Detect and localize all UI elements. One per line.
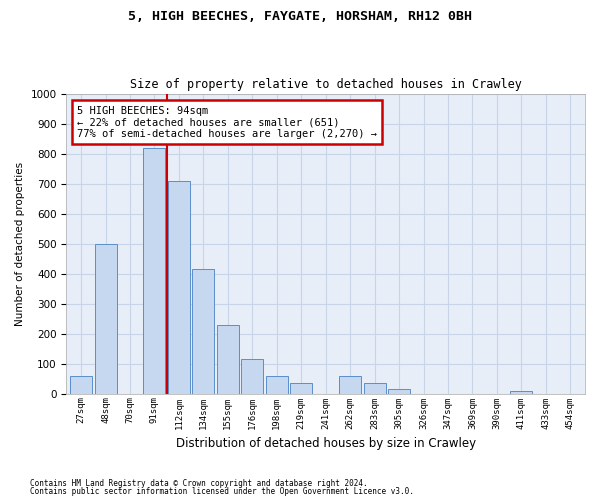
Text: 5 HIGH BEECHES: 94sqm
← 22% of detached houses are smaller (651)
77% of semi-det: 5 HIGH BEECHES: 94sqm ← 22% of detached … xyxy=(77,106,377,139)
Bar xyxy=(95,244,116,394)
Text: 5, HIGH BEECHES, FAYGATE, HORSHAM, RH12 0BH: 5, HIGH BEECHES, FAYGATE, HORSHAM, RH12 … xyxy=(128,10,472,23)
Y-axis label: Number of detached properties: Number of detached properties xyxy=(15,162,25,326)
Bar xyxy=(290,383,312,394)
Bar xyxy=(339,376,361,394)
Bar xyxy=(193,269,214,394)
Text: Contains public sector information licensed under the Open Government Licence v3: Contains public sector information licen… xyxy=(30,487,414,496)
X-axis label: Distribution of detached houses by size in Crawley: Distribution of detached houses by size … xyxy=(176,437,476,450)
Text: Contains HM Land Registry data © Crown copyright and database right 2024.: Contains HM Land Registry data © Crown c… xyxy=(30,478,368,488)
Bar xyxy=(511,390,532,394)
Bar xyxy=(217,324,239,394)
Title: Size of property relative to detached houses in Crawley: Size of property relative to detached ho… xyxy=(130,78,521,91)
Bar xyxy=(168,180,190,394)
Bar xyxy=(143,148,166,394)
Bar xyxy=(388,389,410,394)
Bar xyxy=(266,376,288,394)
Bar xyxy=(70,376,92,394)
Bar xyxy=(364,383,386,394)
Bar xyxy=(241,359,263,394)
